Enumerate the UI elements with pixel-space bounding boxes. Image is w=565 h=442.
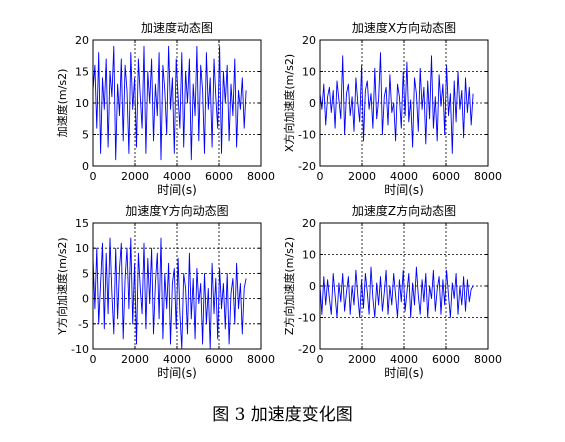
data-series-line: [92, 237, 247, 350]
x-tick-label: 6000: [205, 170, 233, 183]
x-tick-label: 2000: [348, 170, 376, 183]
figure: 0 2000 4000 6000 800005101520加速度动态图时间(s)加速度(…: [55, 20, 502, 380]
y-tick-label: 20: [75, 34, 89, 47]
x-tick-label: 2000: [121, 170, 149, 183]
x-axis-label: 时间(s): [384, 366, 424, 380]
y-tick-label: -5: [78, 318, 89, 331]
x-tick-label: 2000: [121, 353, 149, 366]
y-tick-label: 5: [82, 267, 89, 280]
y-tick-label: 0: [82, 160, 89, 173]
x-tick-label: 2000: [348, 353, 376, 366]
y-tick-label: 10: [302, 66, 316, 79]
y-tick-label: 20: [302, 34, 316, 47]
x-tick-label: 8000: [247, 353, 275, 366]
subplot-2: 0 2000 4000 6000 8000 -20 -10 0 10 20 加速度X方向动态图时间(…: [282, 20, 502, 197]
data-series-line: [92, 45, 247, 161]
chart-title: 加速度Y方向动态图: [125, 203, 228, 218]
x-tick-label: 0: [90, 353, 97, 366]
subplots: 0 2000 4000 6000 800005101520加速度动态图时间(s)加速度(…: [55, 20, 502, 380]
y-axis-label: X方向加速度(m/s2): [282, 54, 296, 152]
x-axis-label: 时间(s): [384, 183, 424, 197]
y-tick-label: 10: [302, 249, 316, 262]
x-axis-label: 时间(s): [157, 183, 197, 197]
x-tick-label: 4000: [390, 170, 418, 183]
y-tick-label: 5: [82, 129, 89, 142]
y-axis-label: Y方向加速度(m/s2): [55, 237, 69, 335]
x-axis-label: 时间(s): [157, 366, 197, 380]
subplot-3: 0 2000 4000 6000 8000 -10 -5 0 5 10 15 加速度Y方向动态图时间(…: [55, 203, 275, 380]
subplot-4: 0 2000 4000 6000 8000 -20 -10 0 10 20 加速度Z方向动态图时间(…: [282, 203, 502, 380]
y-axis-label: Z方向加速度(m/s2): [282, 237, 296, 335]
figure-caption: 图 3 加速度变化图: [212, 405, 353, 425]
x-tick-label: 6000: [205, 353, 233, 366]
x-tick-label: 4000: [390, 353, 418, 366]
x-tick-label: 0: [90, 170, 97, 183]
data-series-line: [319, 52, 474, 154]
y-tick-label: 15: [75, 217, 89, 230]
y-tick-label: 20: [302, 217, 316, 230]
y-tick-label: 15: [75, 66, 89, 79]
y-axis-label: 加速度(m/s2): [55, 69, 69, 138]
x-tick-label: 0: [317, 353, 324, 366]
y-tick-label: -20: [298, 343, 316, 356]
chart-title: 加速度X方向动态图: [352, 20, 456, 35]
y-tick-label: -10: [298, 312, 316, 325]
x-tick-label: 0: [317, 170, 324, 183]
data-series-line: [319, 266, 474, 318]
y-tick-label: -20: [298, 160, 316, 173]
y-tick-label: 0: [309, 97, 316, 110]
y-tick-label: 10: [75, 242, 89, 255]
x-tick-label: 4000: [163, 353, 191, 366]
x-tick-label: 8000: [247, 170, 275, 183]
chart-title: 加速度动态图: [141, 20, 213, 35]
y-tick-label: -10: [71, 343, 89, 356]
x-tick-label: 8000: [474, 170, 502, 183]
x-tick-label: 6000: [432, 353, 460, 366]
chart-title: 加速度Z方向动态图: [352, 203, 456, 218]
y-tick-label: 0: [309, 280, 316, 293]
y-tick-label: 10: [75, 97, 89, 110]
y-tick-label: 0: [82, 293, 89, 306]
y-tick-label: -10: [298, 129, 316, 142]
x-tick-label: 4000: [163, 170, 191, 183]
x-tick-label: 6000: [432, 170, 460, 183]
x-tick-label: 8000: [474, 353, 502, 366]
